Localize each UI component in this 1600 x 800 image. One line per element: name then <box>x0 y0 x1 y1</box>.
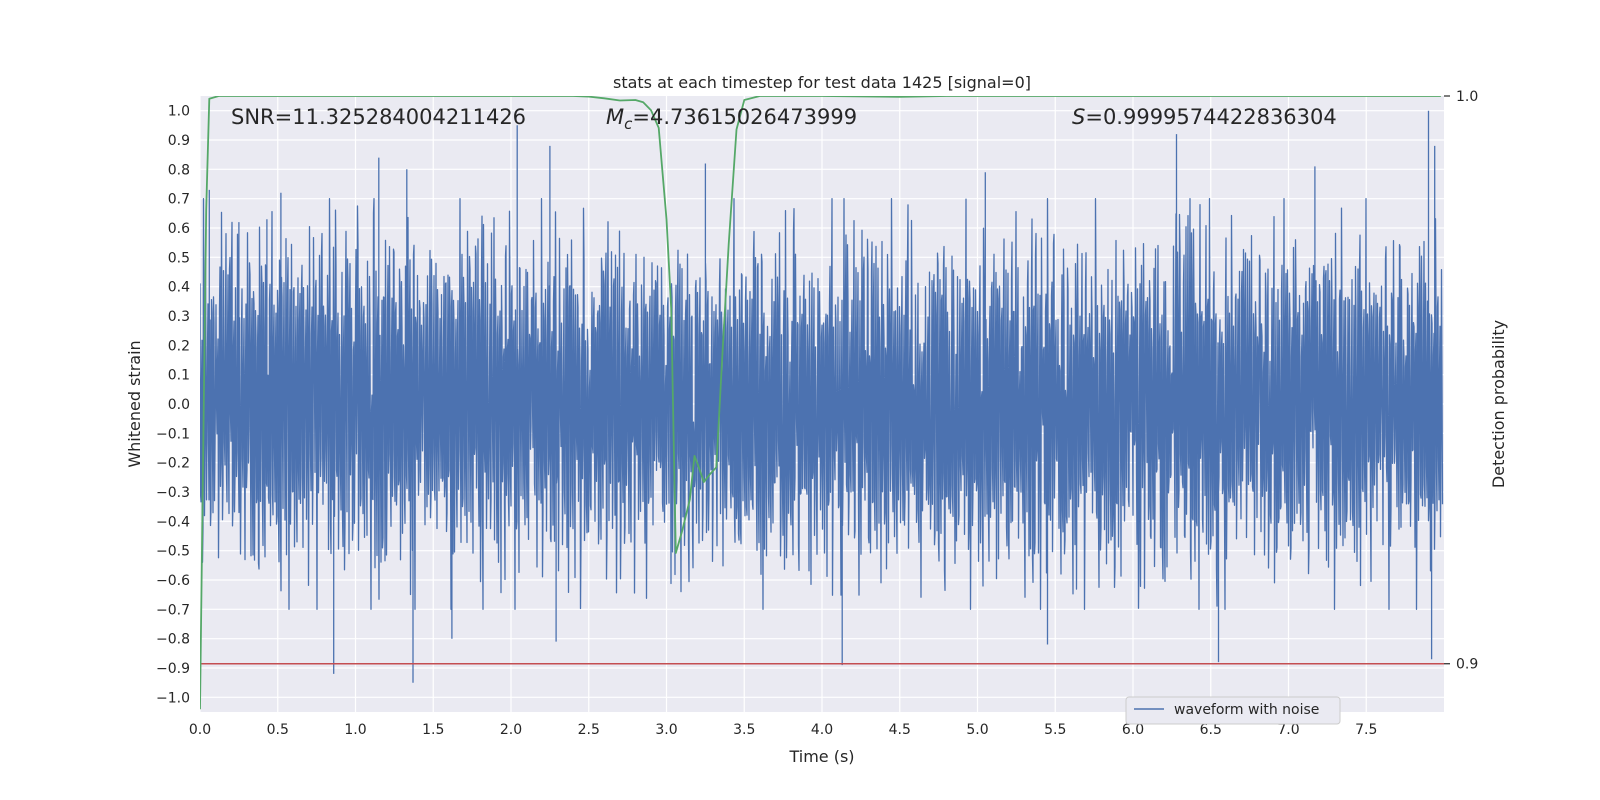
x-tick-label: 0.5 <box>267 722 289 738</box>
y-tick-label: −0.9 <box>156 661 190 677</box>
y-tick-label: 0.1 <box>168 368 190 384</box>
y-tick-label: 0.3 <box>168 309 190 325</box>
x-tick-label: 1.5 <box>422 722 444 738</box>
x-tick-label: 4.5 <box>889 722 911 738</box>
y2-axis-label: Detection probability <box>1489 320 1508 488</box>
y2-tick-label: 1.0 <box>1456 89 1478 105</box>
y-axis-label: Whitened strain <box>125 340 144 467</box>
x-tick-label: 4.0 <box>811 722 833 738</box>
score-value: =0.9999574422836304 <box>1085 105 1336 129</box>
x-tick-label: 2.5 <box>578 722 600 738</box>
chirp-mass-annotation: Mc=4.73615026473999 <box>606 105 857 133</box>
y-tick-label: 0.8 <box>168 162 190 178</box>
y-tick-label: −0.8 <box>156 632 190 648</box>
y-tick-label: −0.2 <box>156 456 190 472</box>
y2-tick-label: 0.9 <box>1456 657 1478 673</box>
y-tick-label: 0.4 <box>168 280 190 296</box>
y-axis-ticks: 1.0 0.9 0.8 0.7 0.6 0.5 0.4 0.3 0.2 0.1 0.0 −0.1 −0.… <box>156 104 190 707</box>
x-axis-ticks: 0.0 0.5 1.0 1.5 2.0 2.5 3.0 3.5 4.0 4.5 5.0 5.5 6.0 6… <box>189 722 1378 738</box>
legend-label-waveform: waveform with noise <box>1174 702 1319 718</box>
y-tick-label: 0.5 <box>168 250 190 266</box>
x-tick-label: 6.5 <box>1200 722 1222 738</box>
x-tick-label: 7.5 <box>1355 722 1377 738</box>
x-tick-label: 1.0 <box>344 722 366 738</box>
series-waveform-with-noise <box>200 110 1444 683</box>
x-tick-label: 3.5 <box>733 722 755 738</box>
y-tick-label: −0.3 <box>156 485 190 501</box>
x-tick-label: 0.0 <box>189 722 211 738</box>
y-tick-label: −0.6 <box>156 573 190 589</box>
y2-axis-ticks: 1.0 0.9 <box>1444 89 1478 673</box>
x-tick-label: 5.0 <box>966 722 988 738</box>
chirp-mass-subscript: c <box>624 115 633 133</box>
chart-title: stats at each timestep for test data 142… <box>613 73 1031 92</box>
score-symbol: S <box>1072 105 1085 129</box>
x-tick-label: 2.0 <box>500 722 522 738</box>
chirp-mass-value: =4.73615026473999 <box>632 105 857 129</box>
y-tick-label: 0.7 <box>168 192 190 208</box>
y-tick-label: 0.0 <box>168 397 190 413</box>
x-tick-label: 3.0 <box>655 722 677 738</box>
x-tick-label: 6.0 <box>1122 722 1144 738</box>
y-tick-label: 0.6 <box>168 221 190 237</box>
y-tick-label: −0.1 <box>156 426 190 442</box>
x-tick-label: 5.5 <box>1044 722 1066 738</box>
x-axis-label: Time (s) <box>788 747 854 766</box>
x-tick-label: 7.0 <box>1277 722 1299 738</box>
y-tick-label: −0.4 <box>156 514 190 530</box>
score-annotation: S=0.9999574422836304 <box>1072 105 1337 129</box>
y-tick-label: 0.9 <box>168 133 190 149</box>
y-tick-label: −1.0 <box>156 690 190 706</box>
y-tick-label: −0.5 <box>156 544 190 560</box>
y-tick-label: −0.7 <box>156 602 190 618</box>
snr-annotation: SNR=11.325284004211426 <box>231 105 526 129</box>
y-tick-label: 1.0 <box>168 104 190 120</box>
chirp-mass-symbol: M <box>606 105 624 129</box>
series-detection-probability <box>200 96 1441 710</box>
legend: waveform with noise <box>1125 696 1341 725</box>
y-tick-label: 0.2 <box>168 338 190 354</box>
legend-box <box>1125 696 1341 725</box>
